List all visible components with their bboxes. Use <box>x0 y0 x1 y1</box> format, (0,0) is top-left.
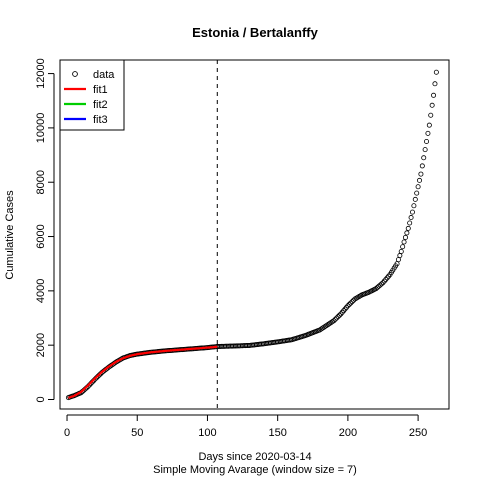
x-tick-label: 250 <box>409 427 427 439</box>
y-tick-label: 12000 <box>35 58 47 89</box>
x-tick-label: 150 <box>268 427 286 439</box>
y-axis-label: Cumulative Cases <box>4 190 16 280</box>
y-tick-label: 6000 <box>35 224 47 248</box>
x-axis-sublabel: Simple Moving Avarage (window size = 7) <box>153 464 357 476</box>
chart-title: Estonia / Bertalanffy <box>192 25 318 40</box>
y-tick-label: 10000 <box>35 113 47 144</box>
y-tick-label: 8000 <box>35 170 47 194</box>
legend-label: fit1 <box>93 84 108 96</box>
x-tick-label: 200 <box>339 427 357 439</box>
y-tick-label: 0 <box>35 396 47 402</box>
x-tick-label: 100 <box>198 427 216 439</box>
y-tick-label: 4000 <box>35 279 47 303</box>
x-axis-label: Days since 2020-03-14 <box>198 451 311 463</box>
x-tick-label: 50 <box>131 427 143 439</box>
x-tick-label: 0 <box>64 427 70 439</box>
legend: data fit1 fit2 fit3 <box>60 60 124 130</box>
legend-label: fit2 <box>93 99 108 111</box>
legend-label: data <box>93 69 115 81</box>
y-tick-label: 2000 <box>35 333 47 357</box>
legend-label: fit3 <box>93 114 108 126</box>
